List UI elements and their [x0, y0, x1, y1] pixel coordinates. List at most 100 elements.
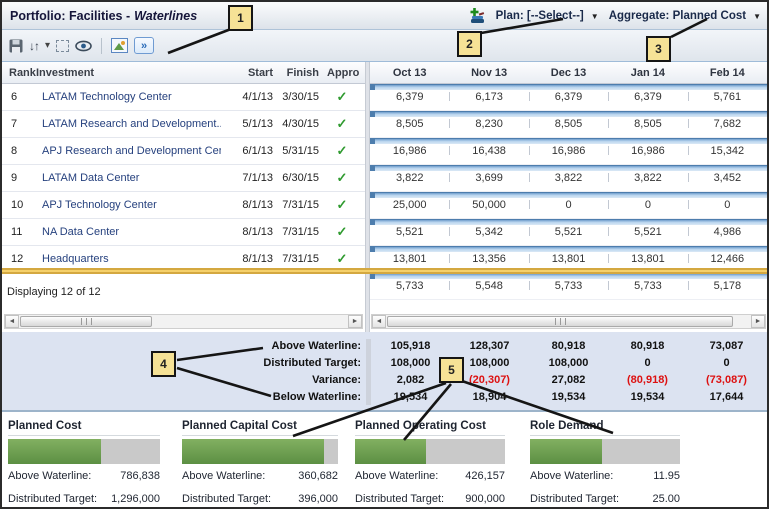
timeline-panel: Oct 13 Nov 13 Dec 13 Jan 14 Feb 14 6,379 6,17… — [370, 62, 767, 332]
investment-start-date: 4/1/13 — [242, 91, 273, 103]
investment-start-date: 7/1/13 — [242, 172, 273, 184]
timeline-value: 7,682 — [687, 118, 767, 130]
investment-name-link[interactable]: APJ Technology Center — [42, 199, 157, 211]
summary-label: Variance: — [312, 373, 361, 386]
investment-finish-date: 7/31/15 — [282, 226, 319, 238]
record-count: Displaying 12 of 12 — [7, 286, 101, 298]
column-header-rank: Rank — [9, 66, 36, 79]
timeline-value: 8,505 — [395, 118, 424, 130]
metric-progress-track — [530, 439, 680, 464]
table-row[interactable]: 11 NA Data Center 8/1/13 7/31/15 ✓ — [2, 219, 365, 246]
metric-title: Role Demand — [530, 420, 680, 436]
investment-finish-date: 5/31/15 — [282, 145, 319, 157]
timeline-value: 50,000 — [449, 199, 528, 211]
summary-value: 108,000 — [469, 356, 510, 369]
table-row[interactable]: 8 APJ Research and Development Center 6/1/… — [2, 138, 365, 165]
schedule-bar-start-marker — [370, 85, 375, 90]
investment-name-link[interactable]: Headquarters — [42, 253, 109, 265]
summary-value: 17,644 — [709, 390, 744, 403]
timeline-hscrollbar[interactable]: ◄ ► — [371, 314, 766, 329]
investment-name-link[interactable]: NA Data Center — [42, 226, 120, 238]
view-icon[interactable] — [75, 37, 92, 55]
image-export-icon[interactable] — [111, 37, 129, 55]
scroll-right-icon[interactable]: ► — [348, 315, 362, 328]
metric-above-row: Above Waterline: 360,682 — [182, 464, 338, 487]
timeline-value: 3,452 — [687, 172, 767, 184]
schedule-bar — [370, 219, 767, 225]
metric-title: Planned Capital Cost — [182, 420, 338, 436]
timeline-value: 13,356 — [449, 253, 528, 265]
metric-progress-track — [8, 439, 160, 464]
table-row[interactable]: 6 LATAM Technology Center 4/1/13 3/30/15 ✓ — [2, 84, 365, 111]
metric-above-row: Above Waterline: 426,157 — [355, 464, 505, 487]
summary-value: 19,534 — [393, 390, 428, 403]
timeline-values: 13,801 13,356 13,801 13,801 12,466 — [370, 252, 767, 266]
metric-target-row: Distributed Target: 396,000 — [182, 487, 338, 507]
plan-dropdown[interactable]: Plan: [--Select--] ▼ — [496, 10, 599, 22]
month-header: Dec 13 — [550, 66, 587, 79]
schedule-bar — [370, 111, 767, 117]
timeline-value: 6,379 — [608, 91, 687, 103]
table-row[interactable]: 7 LATAM Research and Development... 5/1/13… — [2, 111, 365, 138]
scrollbar-thumb[interactable] — [20, 316, 152, 327]
metric-above-value: 360,682 — [298, 469, 338, 482]
timeline-row: 8,505 8,230 8,505 8,505 7,682 — [370, 111, 767, 138]
dropdown-arrow-icon[interactable]: ▾ — [45, 40, 51, 51]
save-icon[interactable] — [9, 37, 23, 55]
investment-finish-date: 4/30/15 — [282, 118, 319, 130]
scrollbar-thumb[interactable] — [387, 316, 733, 327]
table-row[interactable]: 12 Headquarters 8/1/13 7/31/15 ✓ — [2, 246, 365, 273]
summary-row: Below Waterline: 19,534 18,904 19,534 19,534… — [2, 388, 767, 405]
investment-name-link[interactable]: APJ Research and Development Center — [42, 145, 221, 157]
timeline-value: 5,521 — [528, 226, 608, 238]
investment-finish-date: 7/31/15 — [282, 199, 319, 211]
summary-value: 80,918 — [551, 339, 586, 352]
timeline-header-row: Oct 13 Nov 13 Dec 13 Jan 14 Feb 14 — [370, 62, 767, 84]
investment-start-date: 6/1/13 — [242, 145, 273, 157]
panel-divider — [365, 62, 370, 332]
metric-above-label: Above Waterline: — [530, 469, 614, 482]
chevron-down-icon: ▼ — [753, 11, 761, 21]
table-row[interactable]: 10 APJ Technology Center 8/1/13 7/31/15 ✓ — [2, 192, 365, 219]
timeline-value: 6,173 — [449, 91, 528, 103]
investment-name-link[interactable]: LATAM Research and Development... — [42, 118, 221, 130]
investment-name-link[interactable]: LATAM Data Center — [42, 172, 140, 184]
expand-icon[interactable]: » — [134, 37, 155, 54]
timeline-value: 16,986 — [608, 145, 687, 157]
investments-hscrollbar[interactable]: ◄ ► — [4, 314, 363, 329]
schedule-bar-start-marker — [370, 274, 375, 279]
metric-progress-fill — [530, 439, 602, 464]
timeline-value: 16,986 — [528, 145, 608, 157]
investment-finish-date: 7/31/15 — [282, 253, 319, 265]
table-row[interactable]: 9 LATAM Data Center 7/1/13 6/30/15 ✓ — [2, 165, 365, 192]
scroll-left-icon[interactable]: ◄ — [372, 315, 386, 328]
summary-value: 0 — [644, 356, 651, 369]
sort-icon[interactable]: ↓↑ — [29, 38, 40, 53]
metric-title: Planned Operating Cost — [355, 420, 505, 436]
timeline-row: 16,986 16,438 16,986 16,986 15,342 — [370, 138, 767, 165]
metric-progress-track — [182, 439, 338, 464]
timeline-value: 25,000 — [392, 199, 427, 211]
investment-name-link[interactable]: LATAM Technology Center — [42, 91, 172, 103]
metric-above-label: Above Waterline: — [8, 469, 92, 482]
select-region-icon[interactable] — [56, 37, 70, 55]
timeline-value: 15,342 — [687, 145, 767, 157]
metric-target-label: Distributed Target: — [182, 492, 272, 505]
metric-target-value: 900,000 — [465, 492, 505, 505]
summary-value: 128,307 — [469, 339, 510, 352]
scroll-left-icon[interactable]: ◄ — [5, 315, 19, 328]
column-header-investment: Investment — [36, 66, 95, 79]
scroll-right-icon[interactable]: ► — [751, 315, 765, 328]
timeline-value: 4,986 — [687, 226, 767, 238]
metric-progress-fill — [182, 439, 324, 464]
summary-value: 108,000 — [390, 356, 431, 369]
timeline-value: 16,986 — [392, 145, 427, 157]
add-plan-icon[interactable] — [469, 7, 486, 25]
timeline-values: 3,822 3,699 3,822 3,822 3,452 — [370, 171, 767, 185]
aggregate-dropdown[interactable]: Aggregate: Planned Cost ▼ — [609, 10, 761, 22]
timeline-value: 5,548 — [449, 280, 528, 292]
timeline-value: 0 — [608, 199, 687, 211]
summary-divider-strip — [366, 339, 371, 405]
waterline-grids: Rank Investment Start Finish Appro 6 LATA… — [2, 62, 767, 332]
